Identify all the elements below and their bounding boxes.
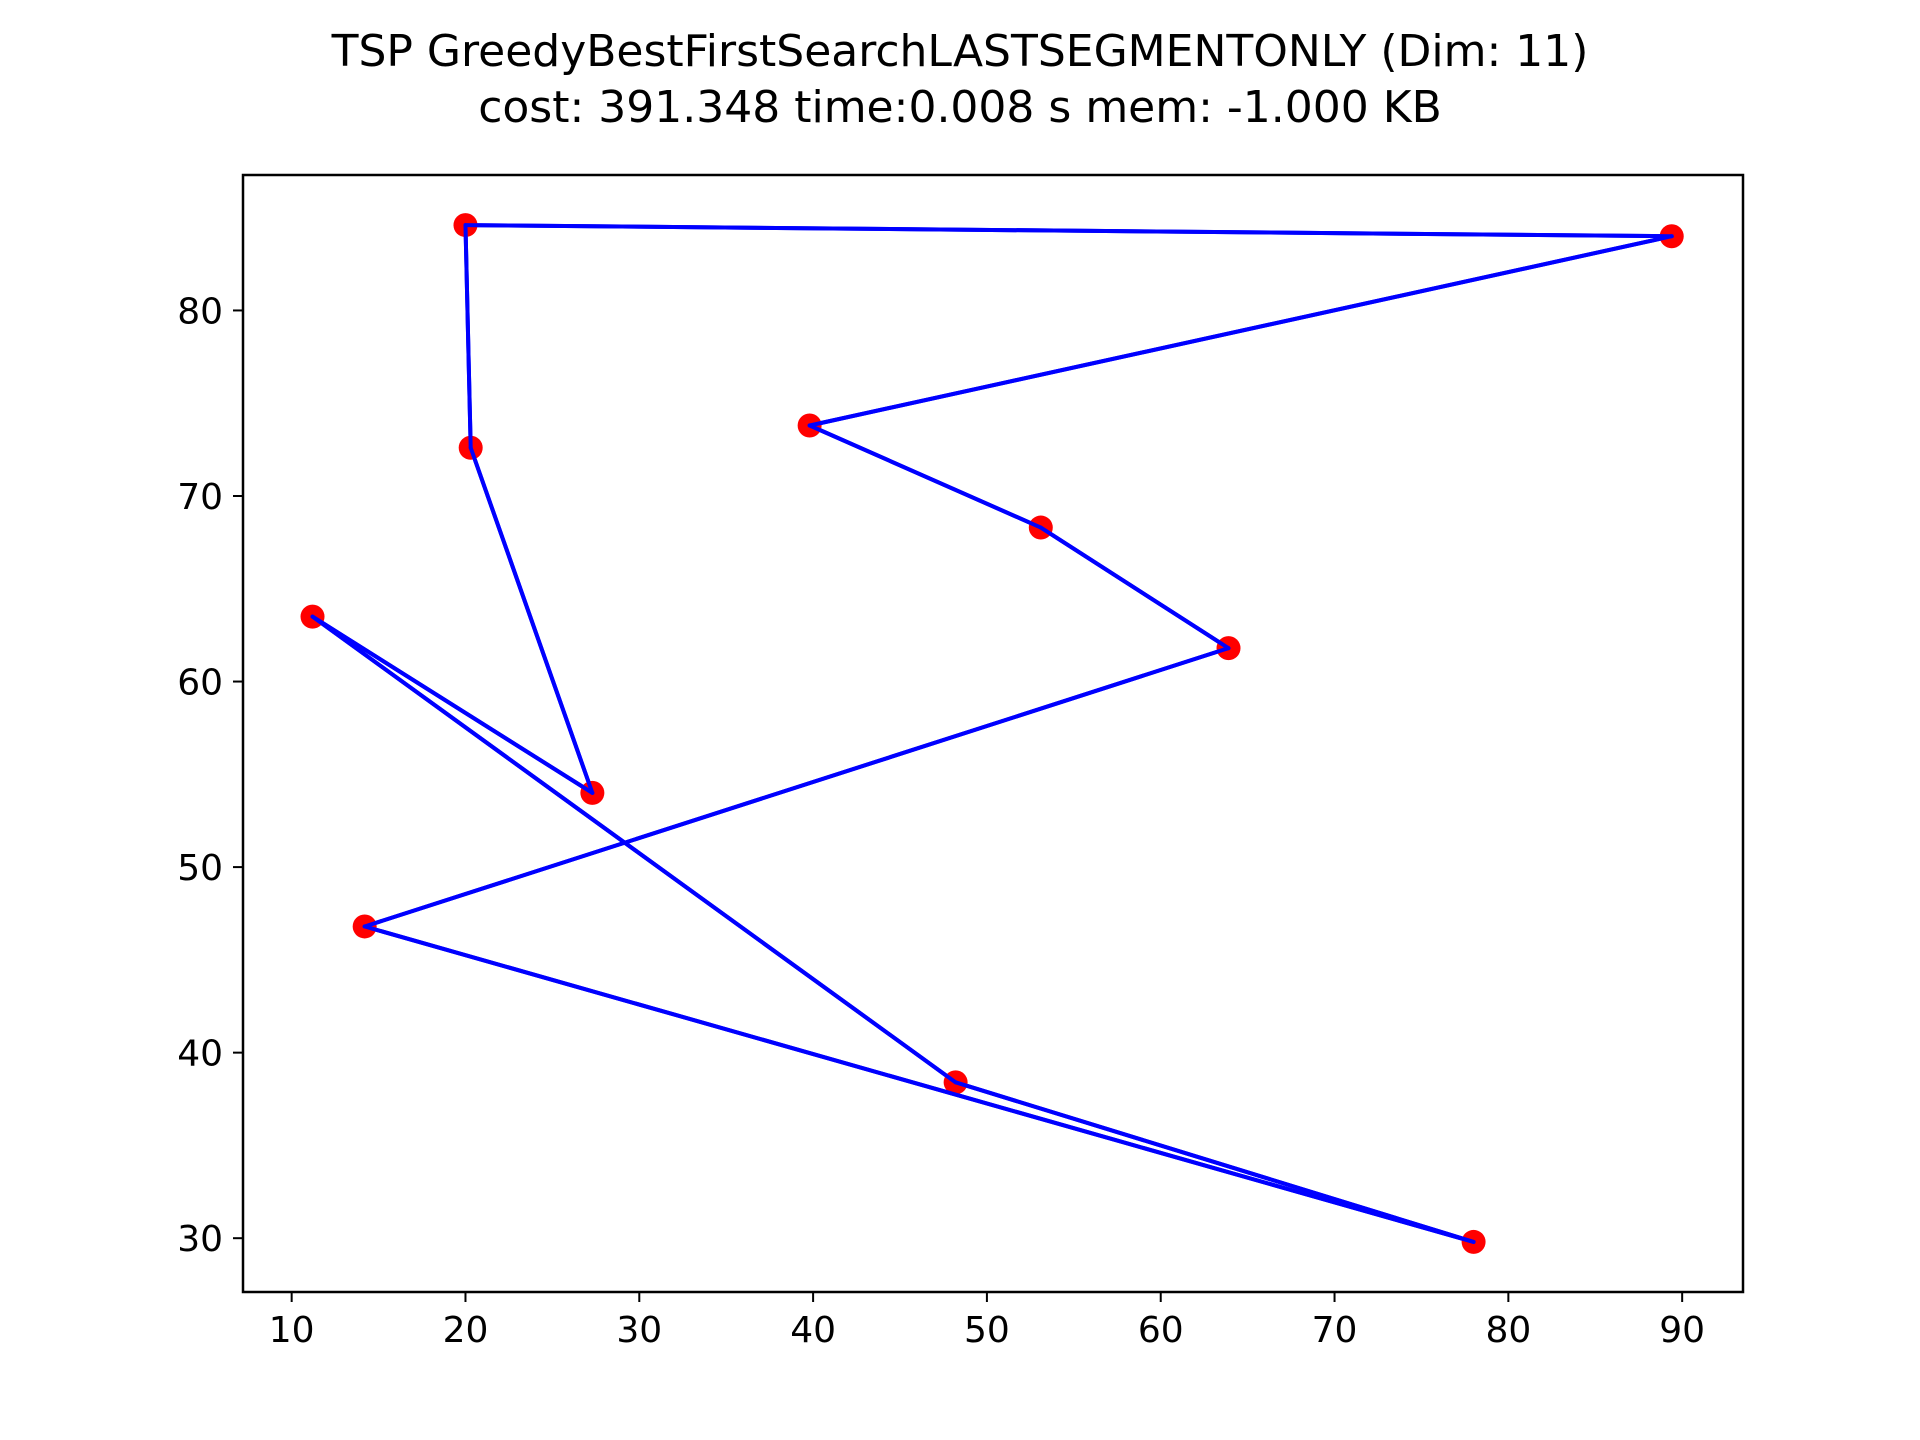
tour-segment-overlay <box>807 423 1043 530</box>
y-tick-label: 80 <box>177 291 223 332</box>
x-tick-label: 70 <box>1312 1310 1358 1351</box>
y-tick-label: 60 <box>177 663 223 704</box>
x-tick-label: 50 <box>964 1310 1010 1351</box>
axes: 10 20 30 40 50 60 70 80 90 30 40 50 60 70 80 <box>177 173 1745 1351</box>
tour-segment-overlay <box>310 614 958 1085</box>
y-tick-label: 70 <box>177 477 223 518</box>
tour-segment-overlay <box>463 223 473 450</box>
chart-title: TSP GreedyBestFirstSearchLASTSEGMENTONLY… <box>331 26 1589 77</box>
x-tick-label: 30 <box>616 1310 662 1351</box>
y-tick-label: 50 <box>177 848 223 889</box>
x-tick-label: 90 <box>1659 1310 1705 1351</box>
city-points <box>300 213 1684 1254</box>
tour-segment-overlay <box>362 924 1476 1244</box>
chart-subtitle: cost: 391.348 time:0.008 s mem: -1.000 K… <box>478 82 1442 133</box>
y-tick-label: 30 <box>177 1219 223 1260</box>
tour-segment-overlay <box>310 614 595 795</box>
tour-segment-overlay <box>362 646 1231 929</box>
y-tick-label: 40 <box>177 1034 223 1075</box>
tour-segment-overlay <box>953 1080 1476 1244</box>
x-tick-label: 10 <box>269 1310 315 1351</box>
tour-segment-overlay <box>807 234 1674 428</box>
tour-segment-overlay <box>463 223 1674 239</box>
x-tick-label: 20 <box>443 1310 489 1351</box>
tour-segment-overlay <box>1038 525 1231 651</box>
axes-frame <box>241 173 1745 1294</box>
x-tick-label: 60 <box>1138 1310 1184 1351</box>
x-tick-label: 40 <box>790 1310 836 1351</box>
tour-segment-overlay <box>468 445 595 795</box>
x-tick-label: 80 <box>1485 1310 1531 1351</box>
